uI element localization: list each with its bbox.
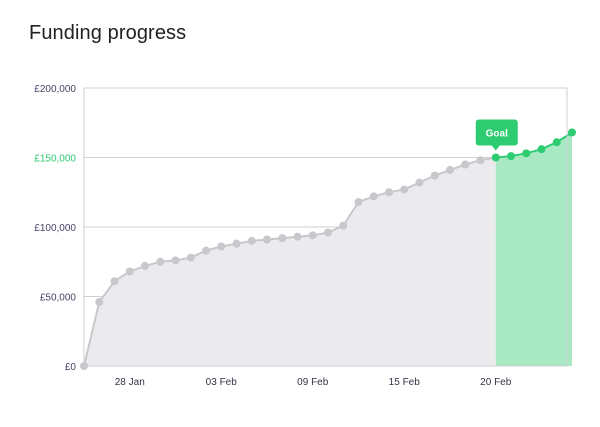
x-tick-label: 09 Feb [297,377,329,388]
goal-label-text: Goal [486,129,508,140]
series-line-pre-goal [83,156,496,367]
chart-title: Funding progress [29,22,187,44]
data-point[interactable] [339,221,348,230]
data-point[interactable] [278,234,287,243]
data-point[interactable] [324,228,332,237]
data-point[interactable] [568,128,576,137]
data-point[interactable] [125,267,134,276]
x-tick-label: 28 Jan [115,377,145,388]
data-point[interactable] [95,298,104,307]
goal-label-pointer [491,145,500,151]
data-point[interactable] [552,138,561,147]
data-point[interactable] [507,152,515,161]
data-point[interactable] [156,257,165,266]
data-point[interactable] [80,362,88,370]
y-tick-label: £150,000 [34,154,76,165]
data-point[interactable] [354,197,363,206]
x-axis-ticks: 28 Jan 03 Feb 09 Feb 15 Feb 20 Feb [115,377,512,388]
y-tick-label: £0 [65,362,77,373]
data-point[interactable] [141,261,149,270]
data-point[interactable] [171,256,180,265]
y-tick-label: £50,000 [40,293,77,304]
data-point[interactable] [400,185,409,194]
x-tick-label: 15 Feb [389,377,421,388]
data-point[interactable] [491,153,500,162]
area-pre-goal [84,157,496,366]
data-point[interactable] [369,192,378,201]
y-tick-label: £200,000 [34,84,76,95]
data-point[interactable] [308,231,317,240]
data-point[interactable] [232,239,241,248]
data-point[interactable] [476,156,485,165]
data-point[interactable] [522,149,531,158]
data-point[interactable] [217,242,226,251]
area-fills [84,132,572,366]
data-point[interactable] [430,171,439,180]
data-point[interactable] [385,188,393,197]
data-point[interactable] [110,277,119,286]
data-point[interactable] [247,236,256,245]
data-point[interactable] [537,145,546,154]
data-point[interactable] [186,253,195,262]
y-tick-label: £100,000 [34,223,76,234]
data-point[interactable] [263,235,271,244]
axes [83,88,568,367]
data-point[interactable] [202,246,210,255]
goal-label-box [475,119,518,146]
goal-marker: Goal [475,119,518,151]
data-point[interactable] [446,166,454,175]
x-tick-label: 20 Feb [480,377,512,388]
y-axis-ticks: £0 £50,000 £100,000 £150,000 £200,000 [34,84,76,373]
data-point[interactable] [461,160,470,169]
data-point[interactable] [293,232,302,241]
area-post-goal [495,132,572,366]
data-point[interactable] [415,178,424,187]
x-tick-label: 03 Feb [206,377,238,388]
data-points [80,128,576,370]
